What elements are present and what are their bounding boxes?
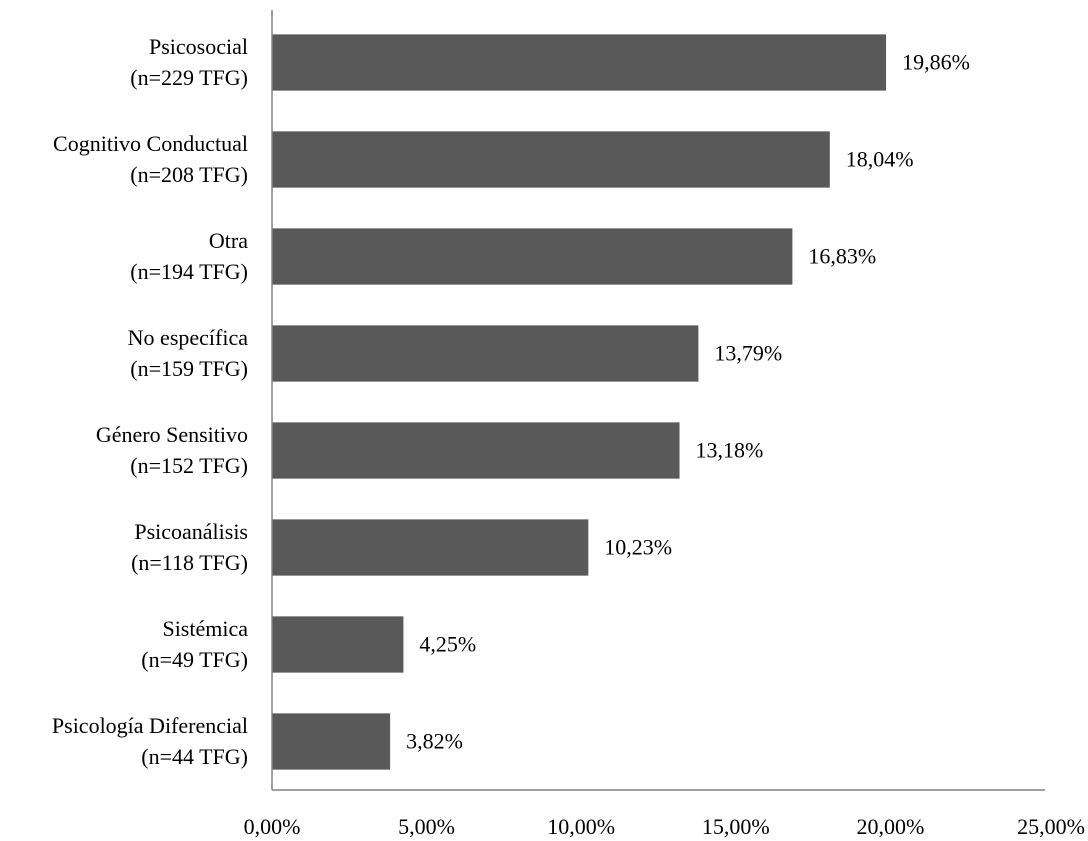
- data-label: 3,82%: [406, 729, 463, 754]
- category-label-line: Cognitivo Conductual: [53, 131, 248, 156]
- category-label-line: (n=159 TFG): [130, 356, 248, 381]
- labels-layer: 19,86% Psicosocial (n=229 TFG) 18,04% Cognit…: [52, 34, 1085, 839]
- bar: [272, 713, 391, 770]
- data-label: 19,86%: [902, 50, 970, 75]
- data-label: 18,04%: [846, 147, 914, 172]
- category-label-line: (n=118 TFG): [131, 550, 248, 575]
- bar: [272, 422, 680, 479]
- x-tick-label: 15,00%: [702, 814, 770, 839]
- data-label: 4,25%: [419, 632, 476, 657]
- category-label-line: Psicosocial: [149, 34, 248, 59]
- bar: [272, 228, 793, 285]
- x-tick-label: 5,00%: [398, 814, 455, 839]
- category-label: Otra (n=194 TFG): [130, 228, 248, 284]
- x-tick-label: 20,00%: [856, 814, 924, 839]
- category-label: Cognitivo Conductual (n=208 TFG): [53, 131, 248, 187]
- category-label-line: Psicoanálisis: [134, 519, 248, 544]
- category-label-line: (n=44 TFG): [141, 744, 248, 769]
- axes-layer: [271, 10, 1045, 791]
- data-label: 13,18%: [696, 438, 764, 463]
- bar: [272, 131, 830, 188]
- category-label-line: (n=152 TFG): [130, 453, 248, 478]
- category-label: Sistémica (n=49 TFG): [141, 616, 248, 672]
- bar: [272, 325, 699, 382]
- category-label-line: (n=194 TFG): [130, 259, 248, 284]
- category-label: No específica (n=159 TFG): [128, 325, 249, 381]
- data-label: 16,83%: [808, 244, 876, 269]
- data-label: 13,79%: [714, 341, 782, 366]
- category-label-line: No específica: [128, 325, 249, 350]
- bar: [272, 616, 404, 673]
- category-label-line: (n=208 TFG): [130, 162, 248, 187]
- bar: [272, 34, 887, 91]
- data-label: 10,23%: [604, 535, 672, 560]
- category-label: Psicosocial (n=229 TFG): [130, 34, 248, 90]
- category-label: Género Sensitivo (n=152 TFG): [96, 422, 248, 478]
- category-label-line: (n=229 TFG): [130, 65, 248, 90]
- x-tick-label: 25,00%: [1017, 814, 1085, 839]
- bar: [272, 519, 589, 576]
- x-tick-label: 0,00%: [244, 814, 301, 839]
- category-label: Psicología Diferencial (n=44 TFG): [52, 713, 248, 769]
- x-tick-label: 10,00%: [547, 814, 615, 839]
- category-label-line: (n=49 TFG): [141, 647, 248, 672]
- category-label-line: Psicología Diferencial: [52, 713, 248, 738]
- category-label-line: Género Sensitivo: [96, 422, 248, 447]
- category-label-line: Sistémica: [162, 616, 248, 641]
- category-label-line: Otra: [209, 228, 248, 253]
- category-label: Psicoanálisis (n=118 TFG): [131, 519, 248, 575]
- bars-layer: [272, 34, 887, 770]
